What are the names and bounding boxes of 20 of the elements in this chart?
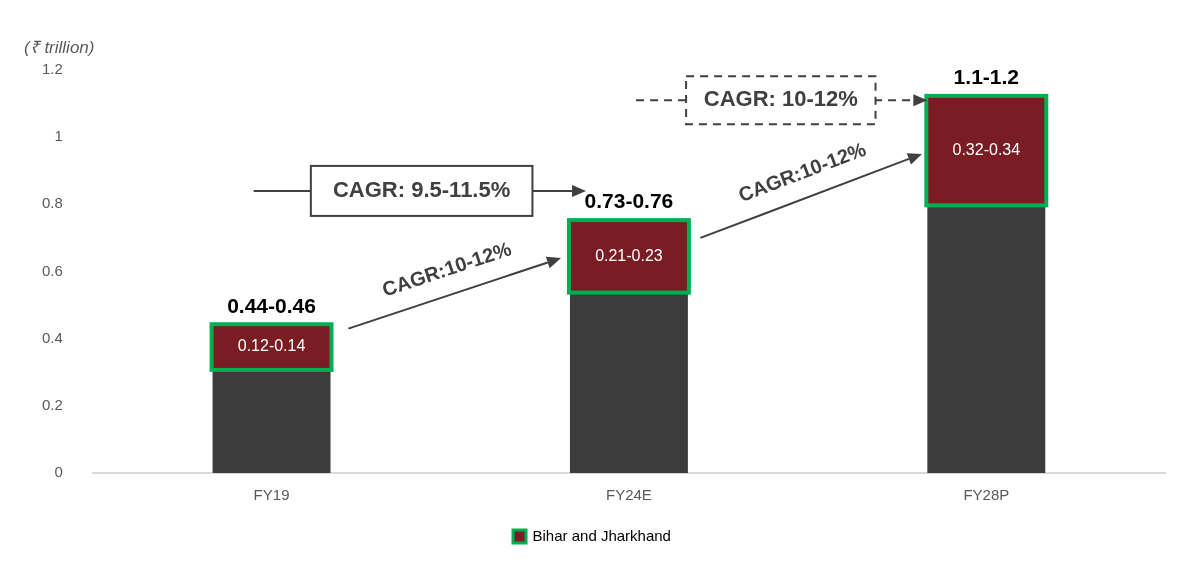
y-tick-label: 1.2	[41, 60, 63, 78]
x-tick-label: FY28P	[963, 486, 1010, 504]
y-tick-label: 1	[54, 127, 63, 145]
y-tick-label: 0.2	[41, 395, 63, 413]
y-tick-label: 0.4	[41, 328, 63, 346]
data-label: 0.21-0.23	[595, 246, 663, 264]
total-label: 1.1-1.2	[953, 65, 1019, 89]
y-tick-label: 0.6	[41, 261, 63, 279]
y-tick-label: 0.8	[41, 194, 63, 212]
y-axis-title: (₹ trillion)	[24, 37, 95, 57]
total-label: 0.73-0.76	[584, 189, 674, 213]
annotation: CAGR: 10-12%	[703, 86, 858, 112]
data-label: 0.32-0.34	[952, 141, 1021, 159]
total-label: 0.44-0.46	[227, 293, 316, 317]
y-tick-label: 0	[54, 463, 63, 481]
legend-label: Bihar and Jharkhand	[532, 526, 671, 544]
data-label: 0.12-0.14	[237, 337, 306, 355]
annotation: CAGR: 9.5-11.5%	[333, 176, 511, 202]
x-tick-label: FY24E	[606, 486, 652, 504]
x-tick-label: FY19	[253, 486, 290, 504]
